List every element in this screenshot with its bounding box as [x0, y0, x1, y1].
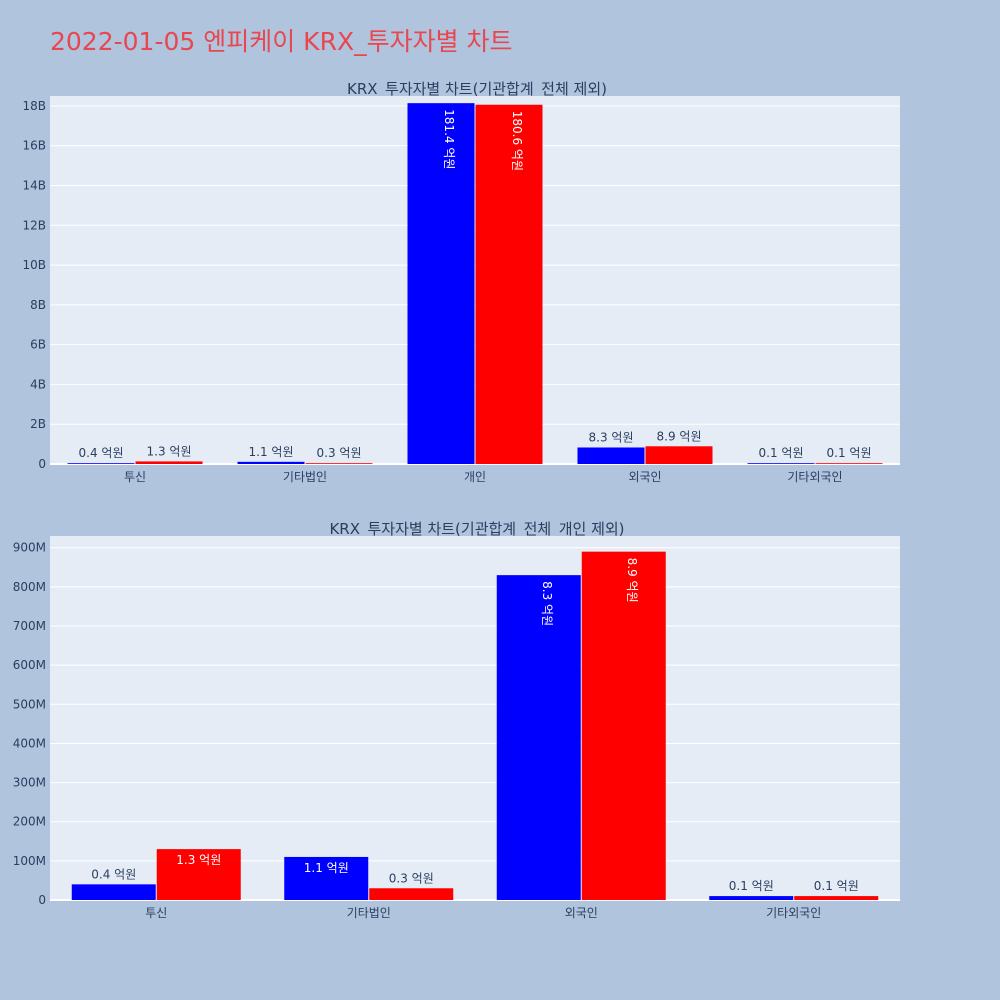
bar — [577, 447, 645, 464]
y-tick-label: 12B — [22, 218, 46, 232]
data-label: 1.1 억원 — [304, 861, 349, 875]
data-label: 1.1 억원 — [249, 445, 294, 459]
bar — [71, 884, 156, 900]
x-tick-label: 기타외국인 — [787, 470, 842, 484]
y-tick-label: 300M — [13, 776, 46, 790]
y-tick-label: 700M — [13, 619, 46, 633]
data-label: 0.4 억원 — [79, 446, 124, 460]
data-label: 0.1 억원 — [827, 446, 872, 460]
y-tick-label: 800M — [13, 580, 46, 594]
y-tick-label: 18B — [22, 99, 46, 113]
data-label: 0.4 억원 — [91, 867, 136, 881]
data-label: 8.9 억원 — [657, 429, 702, 443]
chart-title: KRX_투자자별 차트(기관합계_전체_개인 제외) — [329, 520, 624, 539]
y-tick-label: 0 — [38, 893, 46, 907]
y-tick-label: 8B — [30, 298, 46, 312]
chart-title: KRX_투자자별 차트(기관합계_전체 제외) — [347, 80, 607, 99]
bar — [581, 551, 666, 900]
plot-area — [50, 536, 900, 900]
bar — [496, 575, 581, 900]
y-tick-label: 4B — [30, 377, 46, 391]
page-title: 2022-01-05 엔피케이 KRX_투자자별 차트 — [50, 27, 513, 56]
chart-top: KRX_투자자별 차트(기관합계_전체 제외) 0 2B 4B 6B 8B 10B 12B 14… — [22, 80, 900, 484]
y-tick-label: 2B — [30, 417, 46, 431]
data-label: 1.3 억원 — [147, 444, 192, 458]
bar — [135, 461, 203, 464]
bar — [237, 461, 305, 464]
data-label: 0.3 억원 — [389, 871, 434, 885]
x-tick-label: 외국인 — [565, 906, 598, 920]
data-label: 1.3 억원 — [176, 853, 221, 867]
y-tick-label: 10B — [22, 258, 46, 272]
data-label: 181.4 억원 — [442, 109, 456, 169]
bar — [815, 463, 883, 464]
y-tick-label: 6B — [30, 338, 46, 352]
bar — [156, 849, 241, 900]
data-label: 8.9 억원 — [625, 558, 639, 603]
data-label: 180.6 억원 — [510, 111, 524, 171]
x-tick-label: 개인 — [464, 470, 486, 484]
y-tick-label: 600M — [13, 658, 46, 672]
x-tick-label: 외국인 — [628, 470, 661, 484]
bar — [645, 446, 713, 464]
data-label: 0.1 억원 — [759, 446, 804, 460]
y-tick-label: 200M — [13, 815, 46, 829]
y-tick-label: 500M — [13, 697, 46, 711]
y-tick-label: 400M — [13, 736, 46, 750]
x-tick-label: 기타법인 — [347, 906, 391, 920]
x-tick-label: 기타법인 — [283, 470, 327, 484]
bar — [369, 888, 454, 900]
data-label: 0.1 억원 — [729, 879, 774, 893]
chart-bottom: KRX_투자자별 차트(기관합계_전체_개인 제외) 0 100M 200M 300M 4… — [13, 520, 900, 920]
bar — [475, 104, 543, 464]
y-tick-label: 900M — [13, 541, 46, 555]
data-label: 0.1 억원 — [814, 879, 859, 893]
y-tick-label: 16B — [22, 139, 46, 153]
x-tick-label: 투신 — [124, 470, 146, 484]
bar — [284, 856, 369, 900]
y-tick-label: 0 — [38, 457, 46, 471]
bar — [709, 896, 794, 900]
bar — [67, 463, 135, 464]
data-label: 8.3 억원 — [540, 581, 554, 626]
bar — [747, 463, 815, 464]
data-label: 0.3 억원 — [317, 446, 362, 460]
x-tick-label: 기타외국인 — [766, 906, 821, 920]
plot-area — [50, 96, 900, 464]
x-tick-label: 투신 — [145, 906, 167, 920]
bar — [794, 896, 879, 900]
data-label: 8.3 억원 — [589, 430, 634, 444]
bar — [305, 463, 373, 464]
y-tick-label: 14B — [22, 179, 46, 193]
y-tick-label: 100M — [13, 854, 46, 868]
bar — [407, 103, 475, 465]
